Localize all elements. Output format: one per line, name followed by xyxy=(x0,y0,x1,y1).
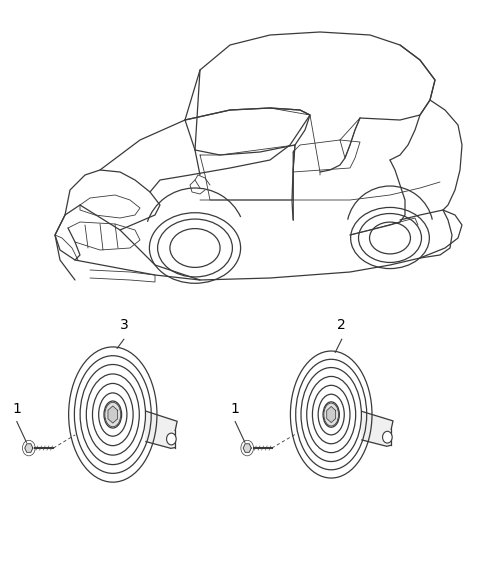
Polygon shape xyxy=(25,444,33,452)
Polygon shape xyxy=(327,406,336,423)
Polygon shape xyxy=(108,406,118,423)
Ellipse shape xyxy=(105,402,121,427)
Polygon shape xyxy=(362,412,393,446)
Ellipse shape xyxy=(324,403,338,426)
Circle shape xyxy=(383,432,392,443)
Text: 3: 3 xyxy=(120,318,128,332)
Text: 1: 1 xyxy=(231,402,240,416)
Polygon shape xyxy=(146,411,177,448)
Text: 1: 1 xyxy=(12,402,21,416)
Text: 2: 2 xyxy=(337,318,346,332)
Circle shape xyxy=(167,433,176,445)
Polygon shape xyxy=(243,444,251,452)
